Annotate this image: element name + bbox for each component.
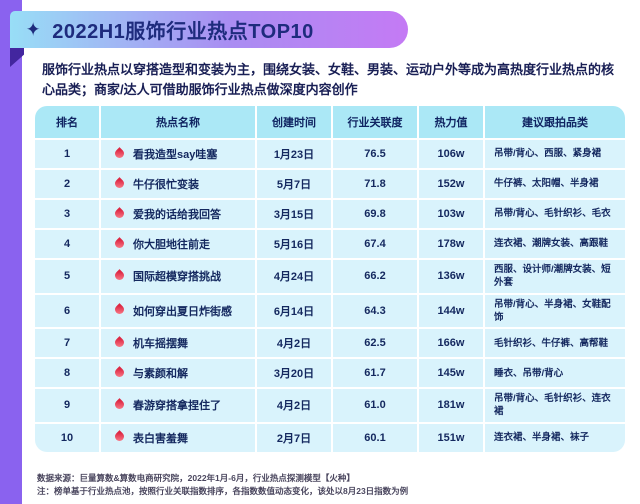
cell-name: 春游穿搭拿捏住了: [101, 389, 255, 422]
cell-categories: 吊带/背心、毛针织衫、毛衣: [485, 200, 625, 228]
cell-relevance: 76.5: [333, 140, 417, 168]
cell-date: 5月16日: [257, 230, 331, 258]
cell-name: 你大胆地往前走: [101, 230, 255, 258]
cell-date: 4月2日: [257, 389, 331, 422]
cell-date: 1月23日: [257, 140, 331, 168]
hot-drop-icon: [113, 430, 126, 444]
cell-relevance: 71.8: [333, 170, 417, 198]
cell-name: 国际超模穿搭挑战: [101, 260, 255, 293]
cell-name: 爱我的话给我回答: [101, 200, 255, 228]
cell-heat: 181w: [419, 389, 483, 422]
cell-relevance: 67.4: [333, 230, 417, 258]
hot-topic-name: 爱我的话给我回答: [133, 209, 221, 221]
cell-date: 3月20日: [257, 359, 331, 388]
title-banner: ✦ 2022H1服饰行业热点TOP10: [10, 11, 408, 48]
hot-drop-icon: [113, 365, 126, 379]
hot-topics-table: 排名 热点名称 创建时间 行业关联度 热力值 建议跟拍品类 1 看我造型say哇…: [35, 106, 625, 452]
cell-rank: 3: [35, 200, 99, 228]
column-header-categories: 建议跟拍品类: [485, 106, 625, 138]
hot-topic-name: 国际超模穿搭挑战: [133, 271, 221, 284]
cell-rank: 2: [35, 170, 99, 198]
footnote: 数据来源：巨量算数&算数电商研究院，2022年1月-6月，行业热点探测模型【火种…: [37, 472, 617, 498]
cell-rank: 4: [35, 230, 99, 258]
hot-drop-icon: [113, 206, 126, 220]
hot-topic-name: 表白害羞舞: [133, 432, 188, 445]
intro-text: 服饰行业热点以穿搭造型和变装为主，围绕女装、女鞋、男装、运动户外等成为高热度行业…: [42, 62, 615, 97]
cell-heat: 151w: [419, 423, 483, 452]
sparkle-icon: ✦: [26, 18, 41, 41]
cell-date: 2月7日: [257, 423, 331, 452]
hot-drop-icon: [113, 176, 126, 190]
cell-date: 4月2日: [257, 329, 331, 358]
cell-categories: 毛针织衫、牛仔裤、高帮鞋: [485, 329, 625, 358]
cell-relevance: 64.3: [333, 294, 417, 328]
cell-rank: 8: [35, 359, 99, 388]
cell-heat: 178w: [419, 230, 483, 258]
cell-heat: 152w: [419, 170, 483, 198]
column-header-rank: 排名: [35, 106, 99, 138]
cell-categories: 睡衣、吊带/背心: [485, 359, 625, 388]
hot-topic-name: 春游穿搭拿捏住了: [133, 400, 221, 413]
cell-name: 表白害羞舞: [101, 423, 255, 452]
cell-relevance: 61.7: [333, 359, 417, 388]
cell-heat: 145w: [419, 359, 483, 388]
cell-date: 6月14日: [257, 294, 331, 328]
hot-topic-name: 你大胆地往前走: [133, 239, 210, 251]
column-header-heat: 热力值: [419, 106, 483, 138]
cell-categories: 连衣裙、半身裙、袜子: [485, 423, 625, 452]
cell-relevance: 66.2: [333, 260, 417, 293]
cell-categories: 吊带/背心、西服、紧身裙: [485, 140, 625, 168]
cell-heat: 166w: [419, 329, 483, 358]
column-header-date: 创建时间: [257, 106, 331, 138]
cell-heat: 144w: [419, 294, 483, 328]
cell-name: 机车摇摆舞: [101, 329, 255, 358]
hot-topic-name: 如何穿出夏日炸街感: [133, 305, 232, 318]
cell-relevance: 69.8: [333, 200, 417, 228]
hot-drop-icon: [113, 303, 126, 317]
cell-relevance: 62.5: [333, 329, 417, 358]
cell-heat: 103w: [419, 200, 483, 228]
cell-rank: 5: [35, 260, 99, 293]
cell-rank: 6: [35, 294, 99, 328]
cell-categories: 连衣裙、潮牌女装、高跟鞋: [485, 230, 625, 258]
cell-date: 3月15日: [257, 200, 331, 228]
cell-name: 牛仔很忙变装: [101, 170, 255, 198]
cell-name: 如何穿出夏日炸街感: [101, 294, 255, 328]
cell-categories: 吊带/背心、毛针织衫、连衣裙: [485, 389, 625, 422]
left-ribbon-strip: [0, 0, 22, 504]
column-header-name: 热点名称: [101, 106, 255, 138]
page-title: 2022H1服饰行业热点TOP10: [52, 21, 314, 43]
hot-drop-icon: [113, 398, 126, 411]
cell-relevance: 61.0: [333, 389, 417, 422]
cell-date: 4月24日: [257, 260, 331, 293]
hot-topic-name: 看我造型say哇塞: [133, 149, 218, 161]
cell-rank: 10: [35, 423, 99, 452]
cell-categories: 吊带/背心、半身裙、女鞋配饰: [485, 294, 625, 328]
hot-drop-icon: [113, 268, 126, 282]
hot-drop-icon: [113, 335, 126, 349]
cell-heat: 106w: [419, 140, 483, 168]
cell-name: 看我造型say哇塞: [101, 140, 255, 168]
hot-drop-icon: [113, 236, 126, 250]
footnote-note: 注：榜单基于行业热点池，按照行业关联指数排序，各指数数值动态变化，该处以8月23…: [37, 486, 409, 497]
cell-categories: 牛仔裤、太阳帽、半身裙: [485, 170, 625, 198]
column-header-relevance: 行业关联度: [333, 106, 417, 138]
hot-drop-icon: [113, 146, 126, 160]
cell-name: 与素颜和解: [101, 359, 255, 388]
hot-topic-name: 与素颜和解: [133, 368, 188, 381]
cell-rank: 9: [35, 389, 99, 422]
cell-categories: 西服、设计师/潮牌女装、短外套: [485, 260, 625, 293]
cell-relevance: 60.1: [333, 423, 417, 452]
cell-rank: 1: [35, 140, 99, 168]
hot-topic-name: 牛仔很忙变装: [133, 179, 199, 191]
cell-rank: 7: [35, 329, 99, 358]
footnote-source: 数据来源：巨量算数&算数电商研究院，2022年1月-6月，行业热点探测模型【火种…: [37, 473, 355, 483]
cell-date: 5月7日: [257, 170, 331, 198]
cell-heat: 136w: [419, 260, 483, 293]
hot-topic-name: 机车摇摆舞: [133, 338, 188, 351]
